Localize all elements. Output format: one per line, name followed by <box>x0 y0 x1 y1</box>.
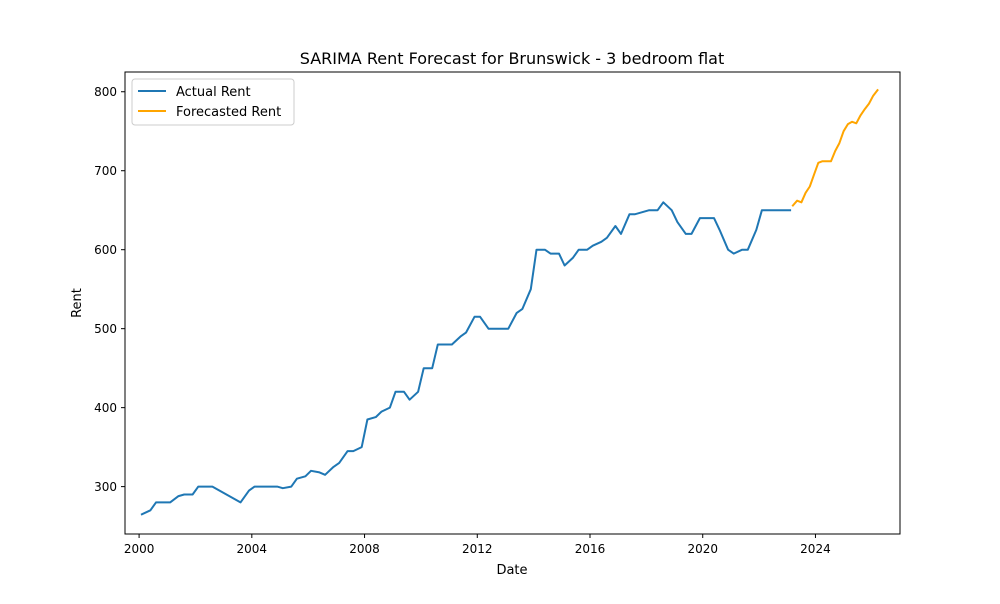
y-tick-label: 500 <box>94 322 117 336</box>
x-tick-label: 2000 <box>124 542 155 556</box>
y-tick-label: 800 <box>94 85 117 99</box>
x-tick-label: 2020 <box>687 542 718 556</box>
x-tick-label: 2012 <box>462 542 493 556</box>
legend: Actual Rent Forecasted Rent <box>132 79 294 125</box>
legend-label-actual-rent: Actual Rent <box>176 85 251 100</box>
x-axis-label: Date <box>496 563 527 578</box>
y-tick-label: 700 <box>94 164 117 178</box>
legend-label-forecasted-rent: Forecasted Rent <box>176 105 281 120</box>
y-tick-label: 300 <box>94 480 117 494</box>
y-tick-label: 400 <box>94 401 117 415</box>
x-tick-label: 2024 <box>800 542 831 556</box>
chart-title: SARIMA Rent Forecast for Brunswick - 3 b… <box>300 49 724 68</box>
y-tick-label: 600 <box>94 243 117 257</box>
y-axis-label: Rent <box>70 288 85 318</box>
x-tick-label: 2008 <box>349 542 380 556</box>
x-tick-label: 2016 <box>575 542 606 556</box>
plot-area <box>125 72 900 534</box>
x-tick-label: 2004 <box>237 542 268 556</box>
